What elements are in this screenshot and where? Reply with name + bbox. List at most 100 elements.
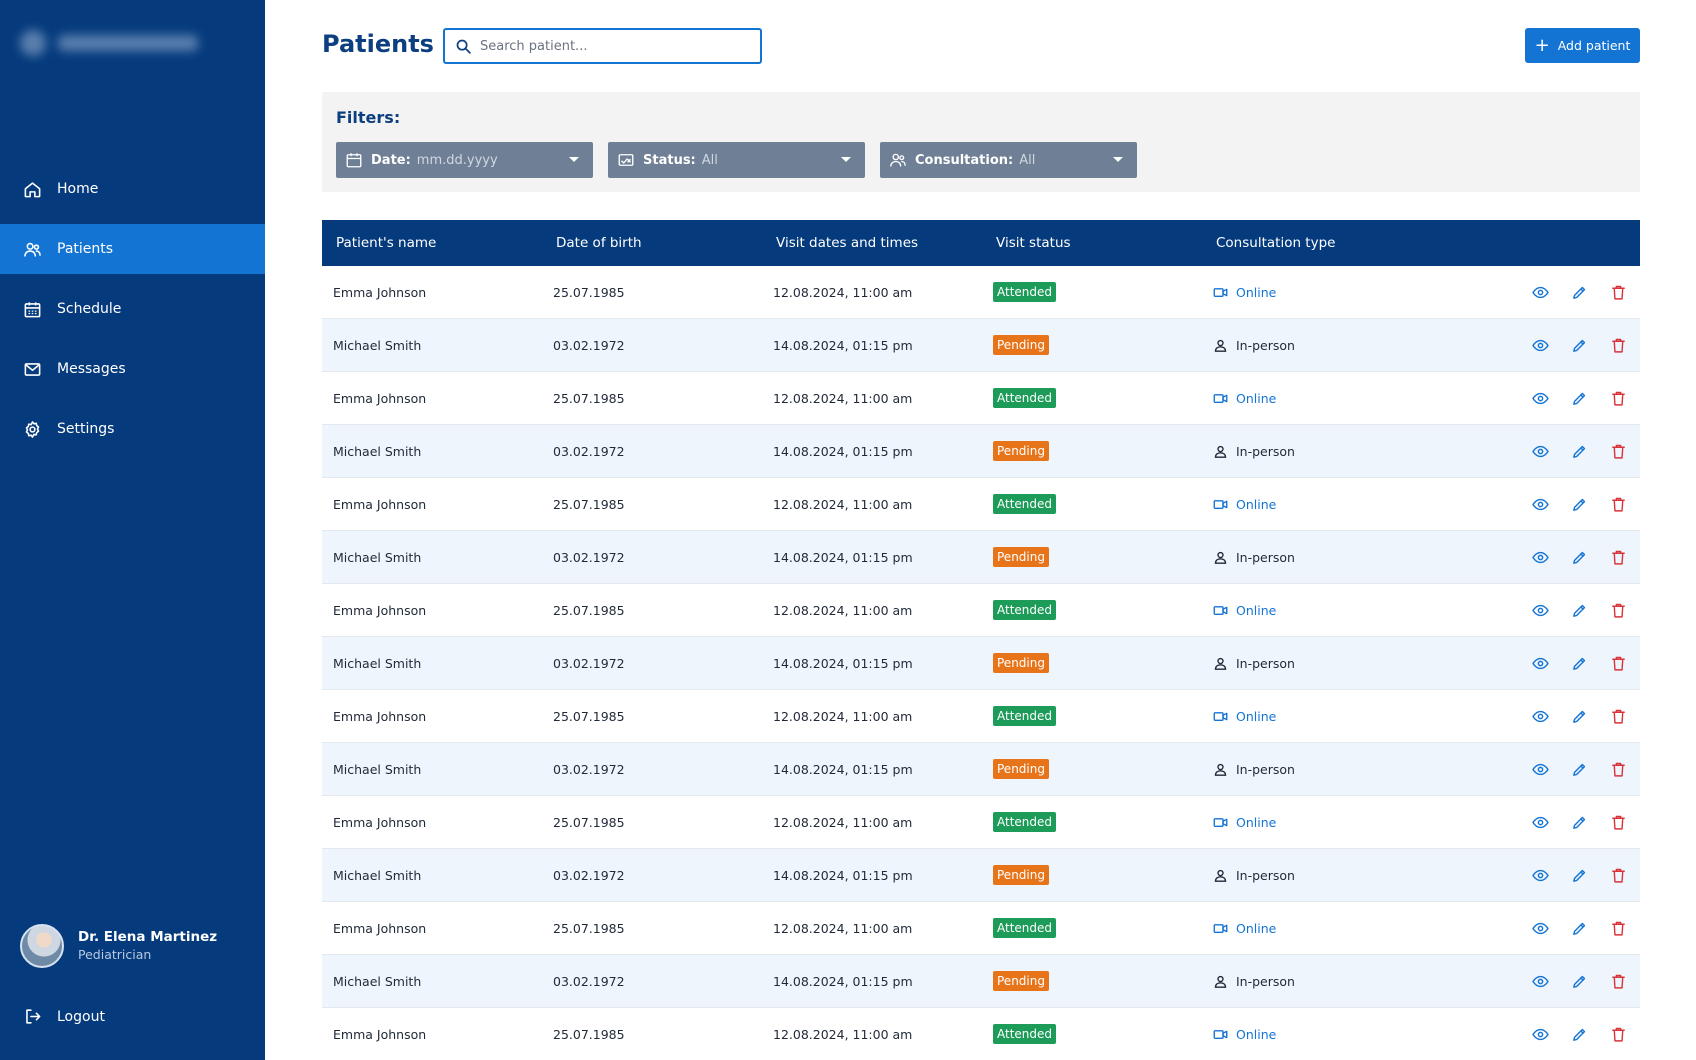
delete-button[interactable] (1608, 918, 1628, 938)
view-button[interactable] (1530, 388, 1550, 408)
sidebar-item-messages[interactable]: Messages (0, 344, 265, 394)
visit-datetime: 12.08.2024, 11:00 am (773, 602, 913, 618)
row-actions (1502, 918, 1640, 938)
eye-icon (1531, 975, 1549, 987)
delete-button[interactable] (1608, 441, 1628, 461)
users-icon (890, 153, 906, 167)
column-header-dob[interactable]: Date of birth (556, 235, 642, 251)
consultation-filter-key: Consultation: (915, 152, 1014, 168)
delete-button[interactable] (1608, 600, 1628, 620)
view-button[interactable] (1530, 282, 1550, 302)
delete-button[interactable] (1608, 653, 1628, 673)
view-button[interactable] (1530, 1024, 1550, 1044)
view-button[interactable] (1530, 918, 1550, 938)
view-button[interactable] (1530, 812, 1550, 832)
logout-button[interactable]: Logout (23, 1007, 105, 1026)
date-of-birth: 25.07.1985 (553, 496, 625, 512)
table-row[interactable]: Michael Smith 03.02.1972 14.08.2024, 01:15… (322, 637, 1640, 690)
edit-button[interactable] (1569, 971, 1589, 991)
row-actions (1502, 388, 1640, 408)
edit-button[interactable] (1569, 1024, 1589, 1044)
view-button[interactable] (1530, 600, 1550, 620)
row-actions (1502, 600, 1640, 620)
view-button[interactable] (1530, 759, 1550, 779)
status-filter[interactable]: Status: All (608, 142, 865, 178)
view-button[interactable] (1530, 547, 1550, 567)
table-row[interactable]: Michael Smith 03.02.1972 14.08.2024, 01:15… (322, 531, 1640, 584)
table-row[interactable]: Michael Smith 03.02.1972 14.08.2024, 01:15… (322, 425, 1640, 478)
edit-button[interactable] (1569, 653, 1589, 673)
delete-button[interactable] (1608, 759, 1628, 779)
row-actions (1502, 547, 1640, 567)
column-header-visit[interactable]: Visit dates and times (776, 235, 919, 251)
add-patient-button[interactable]: + Add patient (1525, 28, 1640, 63)
trash-icon (1611, 391, 1625, 406)
column-header-status[interactable]: Visit status (996, 235, 1071, 251)
delete-button[interactable] (1608, 812, 1628, 832)
table-row[interactable]: Michael Smith 03.02.1972 14.08.2024, 01:15… (322, 849, 1640, 902)
delete-button[interactable] (1608, 494, 1628, 514)
sidebar-item-home[interactable]: Home (0, 164, 265, 214)
delete-button[interactable] (1608, 865, 1628, 885)
consultation-filter[interactable]: Consultation: All (880, 142, 1137, 178)
search-input[interactable] (480, 38, 750, 54)
date-of-birth: 25.07.1985 (553, 708, 625, 724)
sidebar-item-schedule[interactable]: Schedule (0, 284, 265, 334)
edit-button[interactable] (1569, 865, 1589, 885)
view-button[interactable] (1530, 335, 1550, 355)
sidebar: Home Patients Schedule Messages Settings… (0, 0, 265, 1060)
table-row[interactable]: Emma Johnson 25.07.1985 12.08.2024, 11:00 … (322, 902, 1640, 955)
edit-button[interactable] (1569, 388, 1589, 408)
eye-icon (1531, 445, 1549, 457)
table-row[interactable]: Emma Johnson 25.07.1985 12.08.2024, 11:00 … (322, 1008, 1640, 1060)
consultation-type-cell: Online (1202, 921, 1502, 936)
table-row[interactable]: Michael Smith 03.02.1972 14.08.2024, 01:15… (322, 743, 1640, 796)
edit-button[interactable] (1569, 441, 1589, 461)
edit-button[interactable] (1569, 759, 1589, 779)
view-button[interactable] (1530, 706, 1550, 726)
delete-button[interactable] (1608, 971, 1628, 991)
search-box[interactable] (443, 28, 762, 64)
edit-button[interactable] (1569, 335, 1589, 355)
consultation-type-cell: In-person (1202, 974, 1502, 989)
status-badge: Pending (993, 547, 1049, 567)
edit-button[interactable] (1569, 494, 1589, 514)
delete-button[interactable] (1608, 706, 1628, 726)
view-button[interactable] (1530, 971, 1550, 991)
edit-button[interactable] (1569, 282, 1589, 302)
date-of-birth: 03.02.1972 (553, 549, 625, 565)
table-row[interactable]: Emma Johnson 25.07.1985 12.08.2024, 11:00 … (322, 266, 1640, 319)
table-row[interactable]: Emma Johnson 25.07.1985 12.08.2024, 11:00 … (322, 796, 1640, 849)
table-row[interactable]: Emma Johnson 25.07.1985 12.08.2024, 11:00 … (322, 372, 1640, 425)
table-row[interactable]: Michael Smith 03.02.1972 14.08.2024, 01:15… (322, 955, 1640, 1008)
view-button[interactable] (1530, 865, 1550, 885)
view-button[interactable] (1530, 441, 1550, 461)
edit-button[interactable] (1569, 547, 1589, 567)
edit-button[interactable] (1569, 600, 1589, 620)
edit-button[interactable] (1569, 812, 1589, 832)
status-badge: Attended (993, 706, 1057, 726)
trash-icon (1611, 603, 1625, 618)
user-profile[interactable]: Dr. Elena Martinez Pediatrician (20, 924, 217, 968)
trash-icon (1611, 1027, 1625, 1042)
consultation-type-cell: In-person (1202, 868, 1502, 883)
table-row[interactable]: Michael Smith 03.02.1972 14.08.2024, 01:15… (322, 319, 1640, 372)
video-icon (1213, 817, 1228, 827)
delete-button[interactable] (1608, 282, 1628, 302)
table-row[interactable]: Emma Johnson 25.07.1985 12.08.2024, 11:00 … (322, 584, 1640, 637)
table-row[interactable]: Emma Johnson 25.07.1985 12.08.2024, 11:00 … (322, 690, 1640, 743)
view-button[interactable] (1530, 653, 1550, 673)
sidebar-item-settings[interactable]: Settings (0, 404, 265, 454)
column-header-consultation[interactable]: Consultation type (1216, 235, 1336, 251)
edit-button[interactable] (1569, 918, 1589, 938)
delete-button[interactable] (1608, 547, 1628, 567)
table-row[interactable]: Emma Johnson 25.07.1985 12.08.2024, 11:00 … (322, 478, 1640, 531)
delete-button[interactable] (1608, 1024, 1628, 1044)
delete-button[interactable] (1608, 335, 1628, 355)
edit-button[interactable] (1569, 706, 1589, 726)
sidebar-item-patients[interactable]: Patients (0, 224, 265, 274)
date-filter[interactable]: Date: mm.dd.yyyy (336, 142, 593, 178)
column-header-name[interactable]: Patient's name (336, 235, 437, 251)
view-button[interactable] (1530, 494, 1550, 514)
delete-button[interactable] (1608, 388, 1628, 408)
